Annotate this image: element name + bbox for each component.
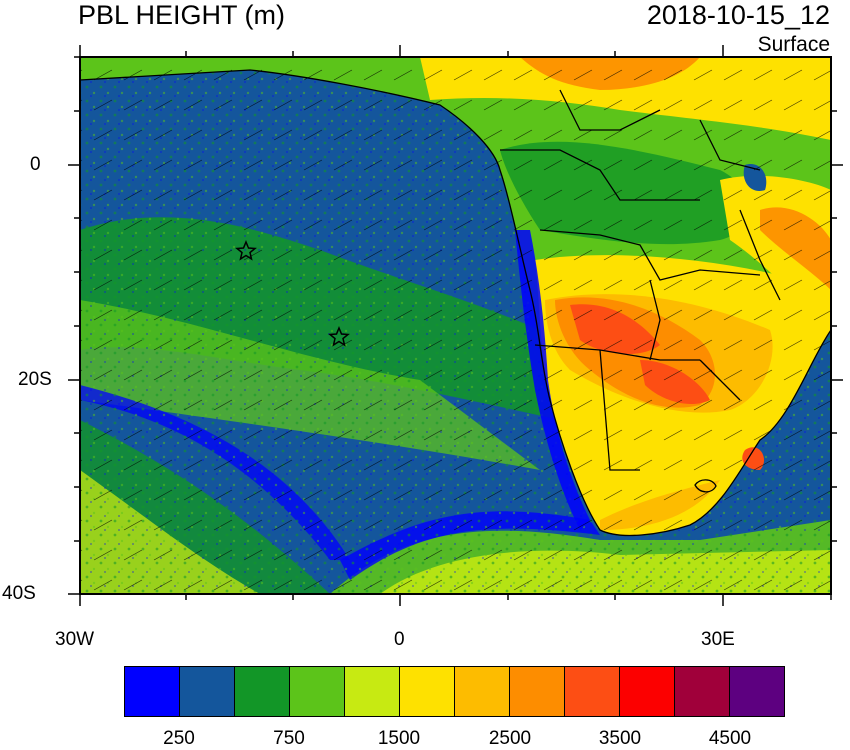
map-field [80, 57, 831, 594]
colorbar-swatch-7 [510, 667, 565, 716]
lat-label-20s: 20S [18, 369, 52, 390]
colorbar-swatch-11 [730, 667, 784, 716]
colorbar-swatch-5 [400, 667, 455, 716]
lat-label-40s: 40S [2, 583, 36, 604]
colorbar-label: 750 [273, 728, 305, 749]
colorbar-swatch-3 [290, 667, 345, 716]
colorbar-label: 3500 [598, 728, 642, 749]
axis-ticks [68, 45, 843, 606]
colorbar-label: 4500 [708, 728, 752, 749]
colorbar-label: 2500 [488, 728, 532, 749]
lon-label-0: 0 [394, 629, 405, 650]
star-marker [328, 326, 350, 347]
lon-label-30e: 30E [701, 629, 735, 650]
colorbar-swatch-0 [125, 667, 180, 716]
colorbar-swatch-8 [565, 667, 620, 716]
map-title: PBL HEIGHT (m) [78, 0, 286, 30]
country-borders [80, 69, 831, 537]
level-label: Surface [757, 33, 830, 56]
colorbar [124, 666, 785, 717]
lat-label-0: 0 [30, 154, 41, 175]
colorbar-swatch-9 [620, 667, 675, 716]
colorbar-label: 1500 [377, 728, 421, 749]
colorbar-swatch-2 [235, 667, 290, 716]
colorbar-swatch-4 [345, 667, 400, 716]
valid-time: 2018-10-15_12 [646, 0, 830, 30]
colorbar-swatch-1 [180, 667, 235, 716]
colorbar-label: 250 [163, 728, 195, 749]
colorbar-swatch-10 [675, 667, 730, 716]
lon-label-30w: 30W [55, 629, 95, 650]
colorbar-swatch-6 [455, 667, 510, 716]
star-marker [235, 240, 257, 261]
